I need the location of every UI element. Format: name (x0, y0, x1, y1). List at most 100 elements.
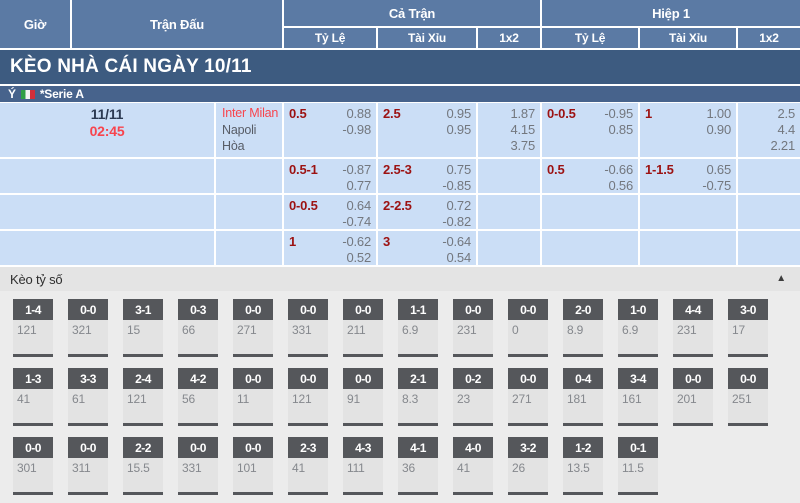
h1-1x2-cell[interactable]: 2.5 4.4 2.21 (738, 103, 800, 157)
score-box[interactable]: 0-0 271 (508, 368, 548, 426)
score-box[interactable]: 2-1 8.3 (398, 368, 438, 426)
ft-handicap-cell[interactable]: 1 -0.62 0.52 (284, 231, 376, 265)
odds-row: 0-0.5 0.64 -0.74 2-2.5 0.72 -0.82 (0, 195, 800, 229)
score-box[interactable]: 0-0 11 (233, 368, 273, 426)
odds-value-line: -0.82 (442, 214, 471, 229)
score-box[interactable]: 3-0 17 (728, 299, 768, 357)
italy-flag-icon (20, 89, 35, 99)
score-box[interactable]: 0-1 11.5 (618, 437, 658, 495)
score-box[interactable]: 0-0 101 (233, 437, 273, 495)
score-box[interactable]: 1-2 13.5 (563, 437, 603, 495)
score-label: 0-0 (728, 368, 768, 389)
ft-1x2-cell[interactable]: 1.87 4.15 3.75 (478, 103, 540, 157)
odds-values: -0.62 0.52 (284, 231, 376, 265)
score-box[interactable]: 2-3 41 (288, 437, 328, 495)
score-box[interactable]: 0-0 321 (68, 299, 108, 357)
score-odds-value: 56 (178, 389, 218, 426)
odds-value-line: 1.87 (510, 106, 535, 121)
ft-over-under-cell[interactable]: 2.5-3 0.75 -0.85 (378, 159, 476, 193)
column-header-ft-handicap: Tỷ Lệ (284, 28, 376, 48)
score-box[interactable]: 4-4 231 (673, 299, 713, 357)
score-box[interactable]: 4-3 111 (343, 437, 383, 495)
score-box[interactable]: 0-4 181 (563, 368, 603, 426)
triangle-up-icon[interactable]: ▲ (776, 273, 786, 284)
score-odds-value: 6.9 (618, 320, 658, 357)
score-box[interactable]: 1-4 121 (13, 299, 53, 357)
correct-score-section: Kèo tỷ số ▲ 1-4 121 0-0 321 3-1 15 0-3 66 0-0 271… (0, 267, 800, 503)
h1-handicap-cell[interactable]: 0-0.5 -0.95 0.85 (542, 103, 638, 157)
score-box[interactable]: 0-0 311 (68, 437, 108, 495)
score-label: 0-0 (508, 299, 548, 320)
match-time-cell (0, 195, 214, 229)
score-odds-value: 66 (178, 320, 218, 357)
ft-over-under-cell[interactable]: 2-2.5 0.72 -0.82 (378, 195, 476, 229)
score-box[interactable]: 0-0 271 (233, 299, 273, 357)
score-box[interactable]: 0-0 0 (508, 299, 548, 357)
score-label: 0-0 (233, 299, 273, 320)
h1-over-under-cell[interactable]: 1-1.5 0.65 -0.75 (640, 159, 736, 193)
match-teams-cell (216, 195, 282, 229)
odds-value-line: 0.88 (346, 106, 371, 121)
score-label: 4-2 (178, 368, 218, 389)
score-box[interactable]: 1-0 6.9 (618, 299, 658, 357)
odds-value-line: 0.77 (346, 178, 371, 193)
score-box[interactable]: 0-0 91 (343, 368, 383, 426)
score-box[interactable]: 2-4 121 (123, 368, 163, 426)
odds-values: 1.00 0.90 (640, 103, 736, 138)
score-box[interactable]: 3-2 26 (508, 437, 548, 495)
odds-value-line: -0.85 (442, 178, 471, 193)
odds-value-line: 0.95 (446, 106, 471, 121)
ft-over-under-cell[interactable]: 3 -0.64 0.54 (378, 231, 476, 265)
h1-handicap-cell[interactable]: 0.5 -0.66 0.56 (542, 159, 638, 193)
handicap-label: 0.5 (547, 162, 565, 177)
score-box[interactable]: 4-0 41 (453, 437, 493, 495)
odds-value-line: -0.64 (442, 234, 471, 249)
score-box[interactable]: 2-2 15.5 (123, 437, 163, 495)
odds-values: -0.95 0.85 (542, 103, 638, 138)
ft-handicap-cell[interactable]: 0.5 0.88 -0.98 (284, 103, 376, 157)
score-box[interactable]: 0-0 201 (673, 368, 713, 426)
ft-over-under-cell[interactable]: 2.5 0.95 0.95 (378, 103, 476, 157)
team-name: Napoli (222, 122, 257, 137)
score-label: 4-3 (343, 437, 383, 458)
score-box[interactable]: 0-0 301 (13, 437, 53, 495)
score-box[interactable]: 3-1 15 (123, 299, 163, 357)
score-box[interactable]: 3-3 61 (68, 368, 108, 426)
score-box[interactable]: 2-0 8.9 (563, 299, 603, 357)
score-box[interactable]: 3-4 161 (618, 368, 658, 426)
score-box[interactable]: 0-0 121 (288, 368, 328, 426)
handicap-label: 0.5 (289, 106, 307, 121)
score-label: 0-0 (288, 368, 328, 389)
correct-score-header-bar[interactable]: Kèo tỷ số ▲ (0, 267, 800, 291)
score-box[interactable]: 0-0 331 (178, 437, 218, 495)
odds-value-line: 0.95 (446, 122, 471, 137)
score-odds-value: 121 (288, 389, 328, 426)
h1-over-under-cell (640, 231, 736, 265)
odds-values: 2.5 4.4 2.21 (738, 103, 800, 154)
score-box[interactable]: 1-1 6.9 (398, 299, 438, 357)
ft-handicap-cell[interactable]: 0-0.5 0.64 -0.74 (284, 195, 376, 229)
score-box[interactable]: 4-2 56 (178, 368, 218, 426)
score-label: 0-0 (178, 437, 218, 458)
h1-over-under-cell[interactable]: 1 1.00 0.90 (640, 103, 736, 157)
score-box[interactable]: 4-1 36 (398, 437, 438, 495)
handicap-label: 1-1.5 (645, 162, 674, 177)
score-odds-value: 15 (123, 320, 163, 357)
score-box[interactable]: 0-0 331 (288, 299, 328, 357)
column-group-full-match: Cả Trận (284, 0, 540, 26)
score-box[interactable]: 0-0 251 (728, 368, 768, 426)
score-box[interactable]: 1-3 41 (13, 368, 53, 426)
ft-handicap-cell[interactable]: 0.5-1 -0.87 0.77 (284, 159, 376, 193)
score-row: 1-4 121 0-0 321 3-1 15 0-3 66 0-0 271 0-0 331 0-0 211… (0, 299, 800, 357)
score-odds-value: 36 (398, 458, 438, 495)
odds-value-line: 0.52 (346, 250, 371, 265)
score-box[interactable]: 0-2 23 (453, 368, 493, 426)
score-label: 0-0 (288, 299, 328, 320)
score-box[interactable]: 0-0 231 (453, 299, 493, 357)
score-label: 2-1 (398, 368, 438, 389)
score-box[interactable]: 0-3 66 (178, 299, 218, 357)
odds-values: 0.95 0.95 (378, 103, 476, 138)
odds-value-line: 3.75 (510, 138, 535, 153)
score-box[interactable]: 0-0 211 (343, 299, 383, 357)
league-bar[interactable]: Ý *Serie A (0, 86, 800, 102)
